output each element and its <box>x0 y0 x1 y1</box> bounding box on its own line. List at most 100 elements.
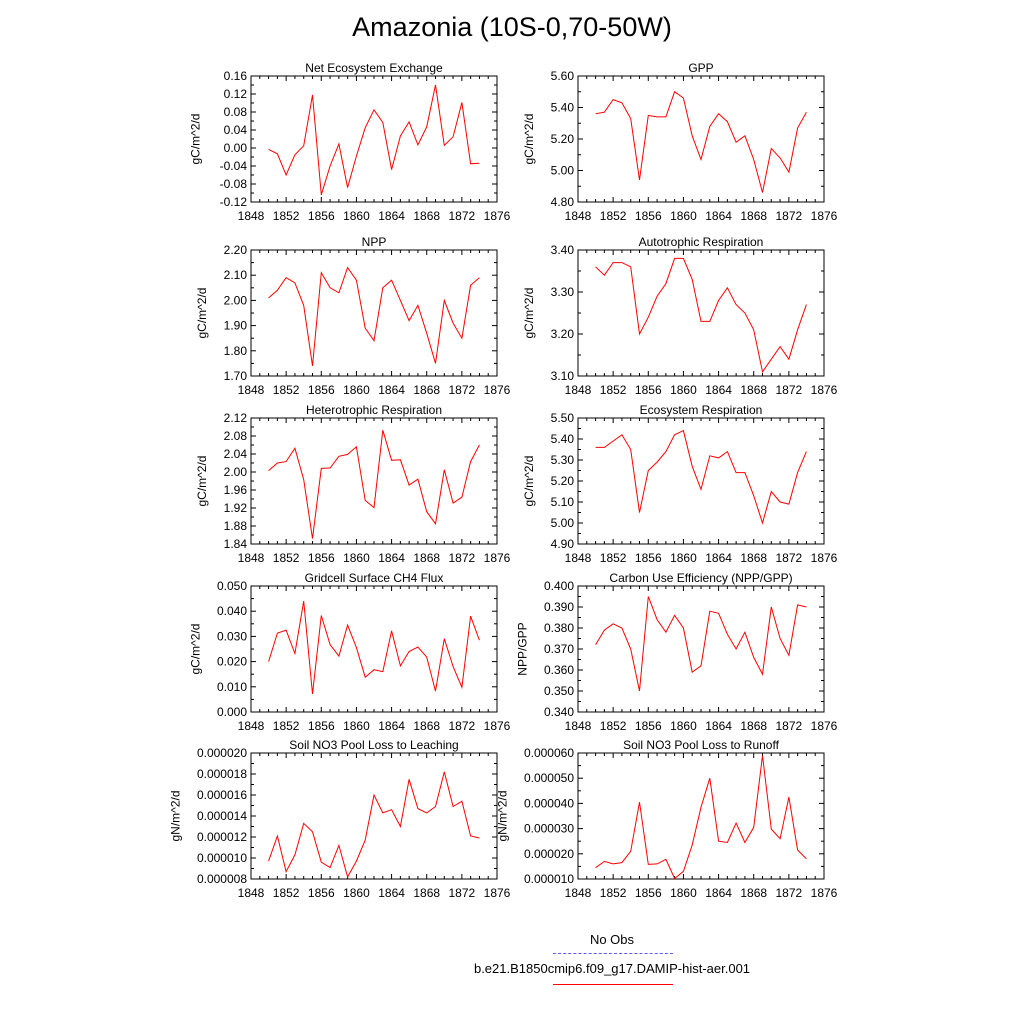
x-tick-label: 1852 <box>273 383 300 397</box>
x-tick-label: 1856 <box>635 551 662 565</box>
panel-title: GPP <box>688 61 713 75</box>
y-tick-label: 0.000050 <box>524 771 574 785</box>
x-tick-label: 1868 <box>413 551 440 565</box>
plot-frame <box>250 249 498 377</box>
panel-title: Autotrophic Respiration <box>639 235 764 249</box>
x-tick-label: 1876 <box>484 383 511 397</box>
y-axis-label: gC/m^2/d <box>195 288 209 339</box>
x-tick-label: 1864 <box>378 209 405 223</box>
x-tick-label: 1872 <box>449 209 476 223</box>
y-tick-label: 0.000060 <box>524 746 574 760</box>
y-tick-label: -0.08 <box>220 177 248 191</box>
y-axis-label: gN/m^2/d <box>168 791 182 842</box>
x-tick-label: 1860 <box>670 886 697 900</box>
y-tick-label: 0.040 <box>217 604 247 618</box>
y-tick-label: 0.370 <box>544 642 574 656</box>
legend-obs-label: No Obs <box>589 932 635 947</box>
x-tick-label: 1848 <box>238 551 265 565</box>
x-tick-label: 1868 <box>740 209 767 223</box>
x-tick-label: 1872 <box>449 719 476 733</box>
y-tick-label: 1.96 <box>224 483 248 497</box>
y-tick-label: 0.050 <box>217 579 247 593</box>
series-line <box>595 755 807 880</box>
x-tick-label: 1860 <box>343 209 370 223</box>
y-tick-label: 0.000014 <box>197 809 247 823</box>
series-line <box>268 84 480 195</box>
plot-frame <box>250 75 498 203</box>
x-tick-label: 1860 <box>670 551 697 565</box>
x-tick-label: 1852 <box>273 551 300 565</box>
chart-panel-7: Gridcell Surface CH4 Flux 1848 1852 1856 186… <box>189 571 511 733</box>
x-tick-label: 1872 <box>776 886 803 900</box>
series-line <box>268 266 480 366</box>
x-tick-label: 1856 <box>308 551 335 565</box>
y-tick-label: 2.08 <box>224 429 248 443</box>
chart-panel-2: GPP 1848 1852 1856 1860 1864 1868 1872 1876 4.80 5… <box>522 61 837 223</box>
x-tick-label: 1856 <box>308 886 335 900</box>
y-tick-label: 0.000010 <box>197 851 247 865</box>
y-tick-label: 5.50 <box>551 411 575 425</box>
x-tick-label: 1876 <box>484 551 511 565</box>
x-tick-label: 1872 <box>776 551 803 565</box>
x-tick-label: 1876 <box>811 551 838 565</box>
x-tick-label: 1872 <box>449 886 476 900</box>
x-tick-label: 1860 <box>670 383 697 397</box>
x-tick-label: 1876 <box>484 209 511 223</box>
x-tick-label: 1864 <box>378 886 405 900</box>
y-tick-label: 2.00 <box>224 293 248 307</box>
x-tick-label: 1868 <box>740 886 767 900</box>
panel-title: Soil NO3 Pool Loss to Runoff <box>623 738 780 752</box>
y-tick-label: 0.360 <box>544 663 574 677</box>
y-axis-label: gC/m^2/d <box>522 456 536 507</box>
y-tick-label: 0.000012 <box>197 830 247 844</box>
series-line <box>595 596 807 692</box>
x-tick-label: 1852 <box>600 209 627 223</box>
x-tick-label: 1864 <box>705 383 732 397</box>
x-tick-label: 1868 <box>740 719 767 733</box>
x-tick-label: 1864 <box>705 719 732 733</box>
x-tick-label: 1856 <box>635 886 662 900</box>
x-tick-label: 1848 <box>565 551 592 565</box>
chart-panel-5: Heterotrophic Respiration 1848 1852 1856 186… <box>195 403 510 565</box>
series-line <box>268 601 480 694</box>
y-tick-label: 0.000040 <box>524 796 574 810</box>
legend-obs-line <box>553 953 673 954</box>
x-tick-label: 1856 <box>308 383 335 397</box>
panel-title: Ecosystem Respiration <box>640 403 763 417</box>
series-line <box>595 257 807 374</box>
chart-panel-4: Autotrophic Respiration 1848 1852 1856 1860 1… <box>522 235 837 397</box>
y-tick-label: 0.380 <box>544 621 574 635</box>
x-tick-label: 1864 <box>378 383 405 397</box>
x-tick-label: 1848 <box>238 383 265 397</box>
x-tick-label: 1852 <box>273 886 300 900</box>
x-tick-label: 1872 <box>776 383 803 397</box>
x-tick-label: 1868 <box>413 719 440 733</box>
y-tick-label: 0.08 <box>224 105 248 119</box>
x-tick-label: 1848 <box>238 719 265 733</box>
x-tick-label: 1860 <box>343 551 370 565</box>
y-tick-label: 0.12 <box>224 87 248 101</box>
x-tick-label: 1860 <box>343 719 370 733</box>
chart-panel-1: Net Ecosystem Exchange 1848 1852 1856 1860 18… <box>189 61 511 223</box>
y-tick-label: 0.350 <box>544 684 574 698</box>
x-tick-label: 1856 <box>635 209 662 223</box>
x-tick-label: 1852 <box>273 209 300 223</box>
x-tick-label: 1876 <box>484 886 511 900</box>
x-tick-label: 1864 <box>378 551 405 565</box>
plot-frame <box>250 585 498 713</box>
x-tick-label: 1848 <box>238 886 265 900</box>
panel-title: Net Ecosystem Exchange <box>305 61 443 75</box>
y-tick-label: 5.20 <box>551 474 575 488</box>
y-tick-label: 0.00 <box>224 141 248 155</box>
y-axis-label: gC/m^2/d <box>189 114 203 165</box>
y-tick-label: 5.00 <box>551 164 575 178</box>
x-tick-label: 1860 <box>670 719 697 733</box>
y-tick-label: 0.020 <box>217 655 247 669</box>
y-tick-label: 1.92 <box>224 501 248 515</box>
y-tick-label: -0.04 <box>220 159 248 173</box>
y-tick-label: 5.40 <box>551 432 575 446</box>
x-tick-label: 1872 <box>449 383 476 397</box>
x-tick-label: 1856 <box>308 209 335 223</box>
y-tick-label: 3.40 <box>551 243 575 257</box>
